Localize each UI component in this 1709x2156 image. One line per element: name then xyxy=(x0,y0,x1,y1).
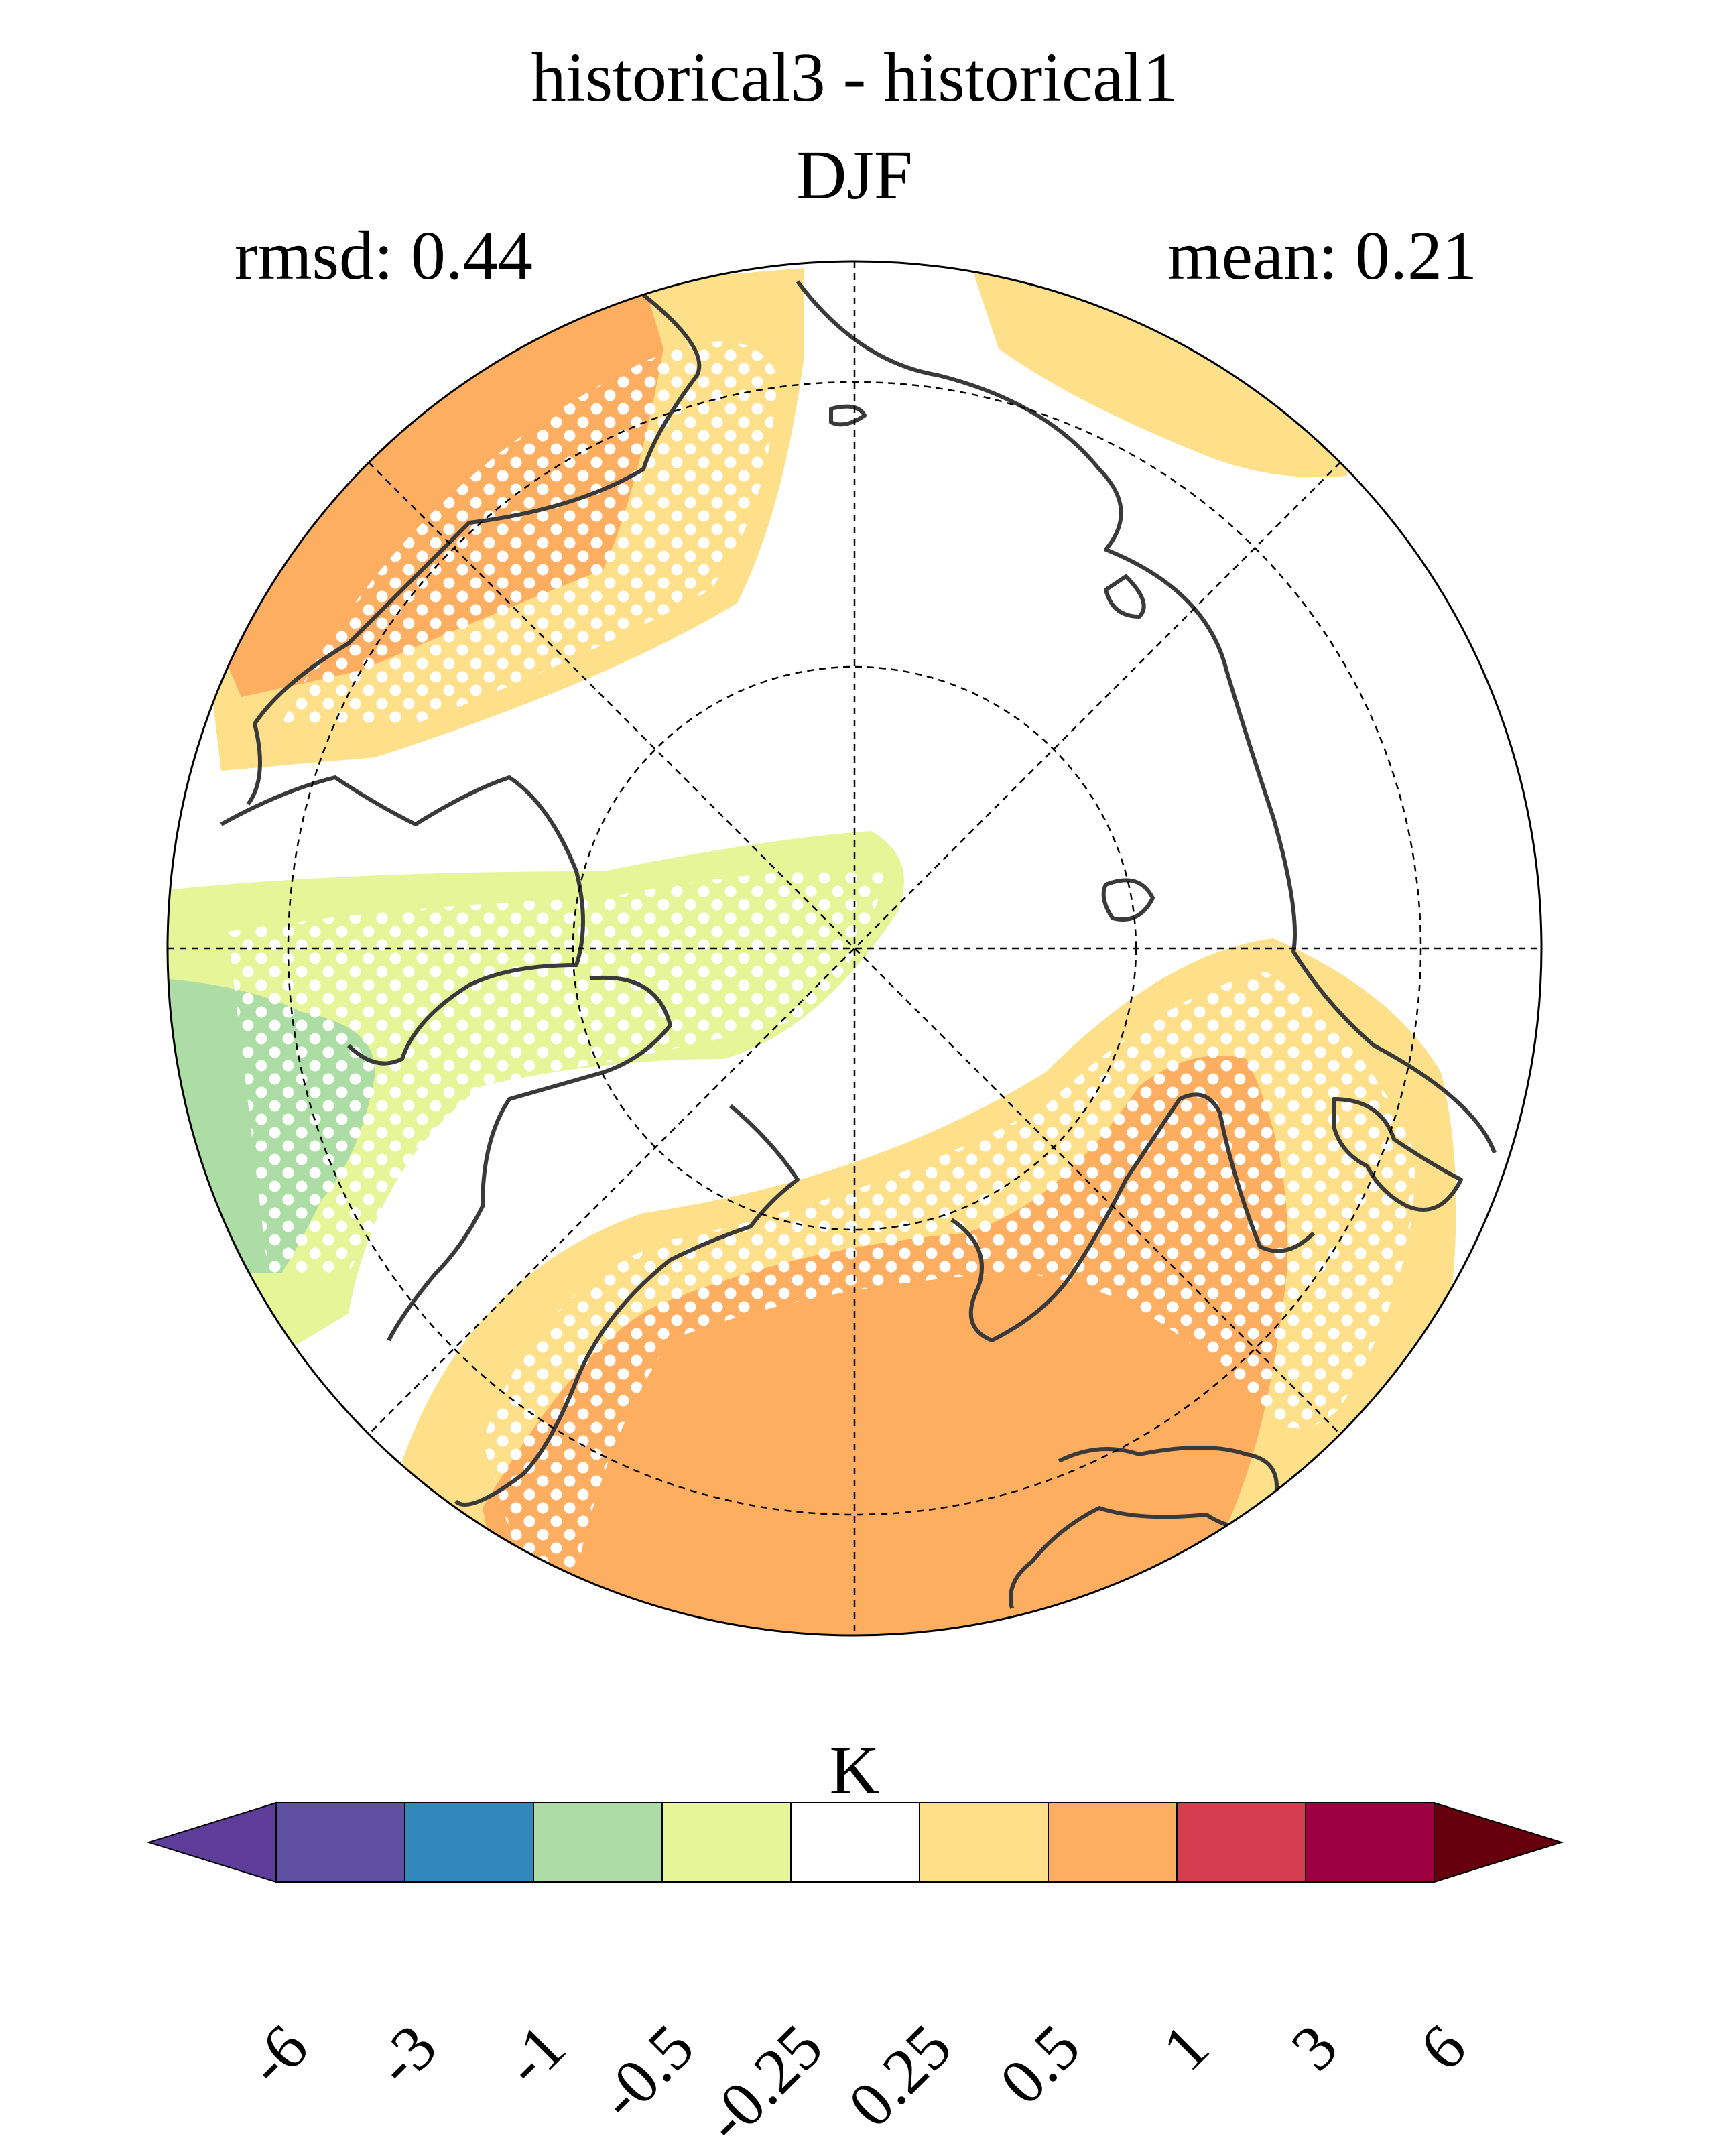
figure-title: historical3 - historical1 xyxy=(531,39,1178,116)
stipple-eurasia xyxy=(483,972,1415,1575)
stipple-atlantic xyxy=(281,341,777,724)
colorbar-box xyxy=(533,1802,663,1883)
colorbar-box xyxy=(661,1802,792,1883)
mean-label: mean: 0.21 xyxy=(1167,217,1477,294)
rmsd-label: rmsd: 0.44 xyxy=(235,217,533,294)
colorbar-extend-low xyxy=(146,1801,277,1883)
polar-map xyxy=(166,260,1543,1637)
colorbar-box xyxy=(1305,1802,1435,1883)
colorbar-box xyxy=(404,1802,534,1883)
colorbar-units-label: K xyxy=(829,1732,880,1809)
colorbar-box xyxy=(1176,1802,1306,1883)
colorbar-boxes xyxy=(146,1801,1564,1883)
colorbar xyxy=(146,1801,1564,1883)
colorbar-box xyxy=(275,1802,405,1883)
colorbar-box xyxy=(919,1802,1049,1883)
map-border xyxy=(166,260,1543,1637)
colorbar-box xyxy=(1048,1802,1178,1883)
region-north-atlantic-orange xyxy=(201,281,663,697)
coastlines xyxy=(220,280,1497,1609)
season-subtitle: DJF xyxy=(796,137,913,214)
colorbar-extend-high xyxy=(1434,1801,1564,1883)
stipple-arctic xyxy=(228,870,885,1273)
colorbar-box xyxy=(790,1802,920,1883)
map-field xyxy=(168,261,1541,1635)
graticule xyxy=(168,261,1541,1635)
